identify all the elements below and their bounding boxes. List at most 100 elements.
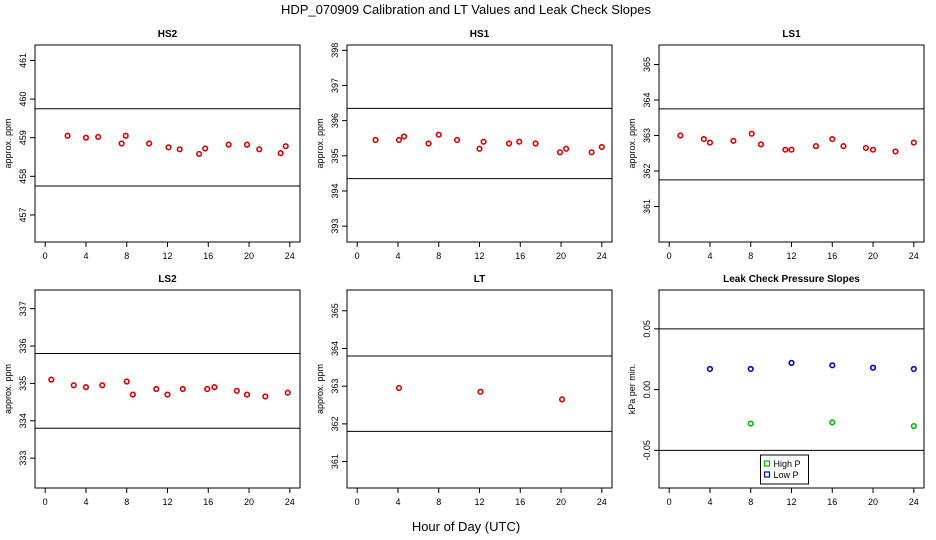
y-tick-label: 396 [330,113,340,128]
x-tick-label: 24 [909,497,919,507]
data-point-ls2 [82,384,90,391]
data-point-ls2 [99,382,106,389]
y-tick-label: 461 [18,53,28,68]
panel-hs2: HS2 approx. ppm 0 4 8 12 16 20 24 457 458 459 460 461 [3,29,301,261]
x-tick-label: 16 [515,251,525,261]
data-point-ls2 [243,391,251,398]
data-point-ls1 [757,141,765,148]
panel-ls2: LS2 approx. ppm 0 4 8 12 16 20 24 333 334 335 336 337 [3,274,301,507]
x-tick-label: 0 [43,251,48,261]
data-point-hs2 [95,133,102,141]
data-point-ls1 [829,135,836,143]
data-point-high-p [829,419,836,426]
x-tick-label: 12 [786,497,796,507]
x-tick-label: 24 [597,497,607,507]
data-point-hs2 [256,146,263,153]
data-point-hs2 [282,143,289,150]
data-point-ls1 [706,139,714,146]
y-tick-label: 362 [330,416,340,431]
data-point-ls1 [812,143,820,150]
legend-label: High P [774,459,801,469]
data-point-hs1 [480,138,487,145]
data-point-ls1 [869,146,877,153]
panel-title: LS2 [158,274,177,285]
data-point-hs2 [277,150,284,157]
y-tick-label: 458 [18,169,28,184]
y-tick-label: 459 [18,130,28,145]
x-tick-label: 24 [909,251,919,261]
x-tick-label: 0 [43,497,48,507]
data-point-ls2 [179,385,186,393]
y-tick-label: 333 [18,451,28,466]
y-tick-label: 361 [642,199,652,214]
data-point-lt [558,396,566,403]
x-tick-label: 4 [395,497,400,507]
data-point-ls2 [123,378,130,385]
data-point-ls1 [782,146,789,153]
y-tick-label: 365 [330,303,340,318]
data-point-ls2 [262,393,269,400]
y-axis-label: approx. ppm [315,118,325,168]
x-tick-label: 4 [707,251,712,261]
y-axis-label: approx. ppm [3,364,13,414]
y-tick-label: 397 [330,78,340,93]
x-tick-label: 8 [748,251,753,261]
y-tick-label: 363 [642,128,652,143]
data-point-ls2 [129,391,136,398]
y-tick-label: -0.05 [642,440,652,461]
y-axis-label: approx. ppm [315,364,325,414]
y-tick-label: 337 [18,301,28,316]
data-point-ls2 [70,382,77,389]
data-point-ls2 [164,391,171,398]
y-tick-label: 398 [330,43,340,58]
x-tick-label: 12 [474,251,484,261]
data-point-ls2 [233,387,240,394]
x-tick-label: 4 [707,497,712,507]
data-point-lt [395,384,403,392]
data-point-hs1 [372,136,379,144]
x-tick-label: 0 [355,251,360,261]
x-tick-label: 8 [124,497,129,507]
x-tick-label: 12 [474,497,484,507]
y-tick-label: 393 [330,219,340,234]
data-point-hs1 [453,136,461,144]
data-point-ls2 [211,384,218,391]
x-tick-label: 20 [244,251,254,261]
data-point-ls1 [748,130,755,137]
x-tick-label: 8 [436,251,441,261]
x-tick-label: 8 [748,497,753,507]
data-point-ls1 [892,148,899,155]
y-tick-label: 364 [330,341,340,356]
x-tick-label: 24 [285,251,295,261]
y-tick-label: 334 [18,413,28,428]
x-tick-label: 24 [285,497,295,507]
data-point-ls1 [862,144,870,152]
data-point-low-p [869,364,877,371]
x-tick-label: 16 [203,251,213,261]
data-point-hs1 [563,145,570,152]
data-point-ls1 [788,146,795,153]
x-tick-label: 12 [162,251,172,261]
data-point-high-p [910,422,917,430]
panel-title: HS1 [470,29,490,40]
panel-title: LT [474,274,485,285]
x-tick-label: 8 [436,497,441,507]
x-tick-label: 20 [868,251,878,261]
data-point-hs1 [476,145,483,152]
x-tick-label: 16 [203,497,213,507]
data-point-ls1 [700,135,707,143]
panel-title: HS2 [158,29,178,40]
data-point-low-p [747,365,754,373]
data-point-hs1 [395,136,403,144]
panels-group: HS2 approx. ppm 0 4 8 12 16 20 24 457 458 459 460 461… [3,29,925,507]
x-tick-label: 4 [83,251,88,261]
y-tick-label: 363 [330,379,340,394]
data-point-ls1 [840,143,847,150]
data-point-hs2 [176,146,183,153]
x-tick-label: 8 [124,251,129,261]
data-point-low-p [910,365,917,373]
panel-hs1: HS1 approx. ppm 0 4 8 12 16 20 24 393 394 395 396 397… [315,29,613,261]
panel-title: LS1 [782,29,801,40]
x-tick-label: 0 [667,497,672,507]
